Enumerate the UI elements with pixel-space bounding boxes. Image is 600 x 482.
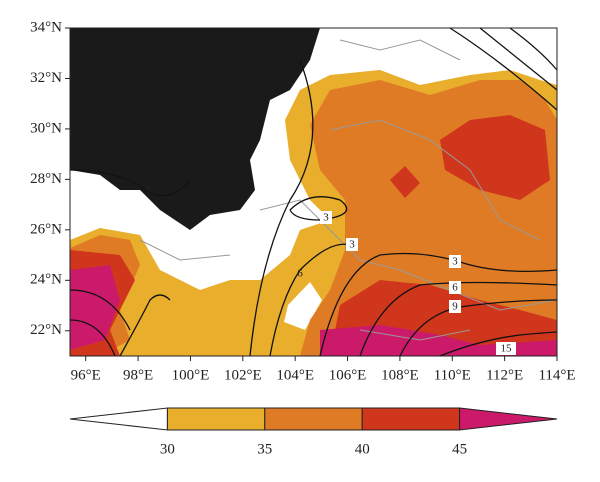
map-frame [69, 27, 558, 357]
contour [319, 252, 558, 357]
colorbar-label: 40 [355, 441, 370, 457]
y-tick-label: 32°N [30, 70, 62, 86]
contour-labels: 3 3 3 3 6 6 9 15 [145, 185, 516, 355]
x-tick-label: 106°E [329, 367, 367, 383]
contour [249, 59, 314, 357]
label-box [449, 300, 461, 313]
y-tick-label: 26°N [30, 221, 62, 237]
contour-label: 6 [452, 282, 458, 294]
contour [449, 27, 558, 111]
contour-label: 3 [323, 212, 329, 224]
colorbar-label: 35 [257, 441, 272, 457]
x-tick-label: 102°E [224, 367, 262, 383]
contour-label: 3 [452, 256, 458, 268]
border [139, 39, 558, 341]
y-tick-label: 22°N [30, 322, 62, 338]
x-tick-label: 100°E [172, 367, 210, 383]
contour-label: 6 [297, 268, 303, 280]
x-tick-label: 110°E [434, 367, 471, 383]
y-tick-label: 28°N [30, 171, 62, 187]
colorbar-segment [459, 407, 558, 431]
colorbar-label: 30 [160, 441, 175, 457]
x-tick-label: 96°E [71, 367, 101, 383]
missing-area [70, 28, 320, 230]
field-40 [390, 166, 420, 198]
colorbar-segment [264, 407, 363, 431]
label-box [496, 342, 516, 355]
contour [269, 243, 351, 357]
contour [289, 196, 348, 221]
contour [69, 289, 171, 357]
colorbar-label: 45 [452, 441, 467, 457]
shading [70, 28, 557, 356]
contour-label: 3 [145, 185, 151, 197]
colorbar-segment [69, 407, 168, 431]
x-tick-label: 98°E [123, 367, 153, 383]
field-gap [284, 282, 322, 330]
field-45 [70, 265, 120, 350]
x-tick-label: 112°E [486, 367, 523, 383]
y-tick-label: 34°N [30, 19, 62, 35]
contour-label: 15 [501, 343, 513, 355]
contour [359, 281, 558, 357]
y-tick-label: 24°N [30, 272, 62, 288]
colorbar-segment [361, 407, 461, 431]
label-box [449, 281, 461, 294]
colorbar-segment [166, 407, 266, 431]
label-box [320, 211, 332, 224]
contour-label: 9 [452, 301, 458, 313]
x-tick-label: 104°E [276, 367, 314, 383]
contour [439, 331, 558, 357]
contour-label: 3 [349, 239, 355, 251]
x-tick-label: 108°E [381, 367, 419, 383]
contour [69, 169, 191, 197]
label-box [449, 255, 461, 268]
y-tick-label: 30°N [30, 120, 62, 136]
x-tick-label: 114°E [538, 367, 575, 383]
borders [139, 39, 558, 341]
label-box [346, 238, 358, 251]
field-40 [440, 115, 550, 200]
